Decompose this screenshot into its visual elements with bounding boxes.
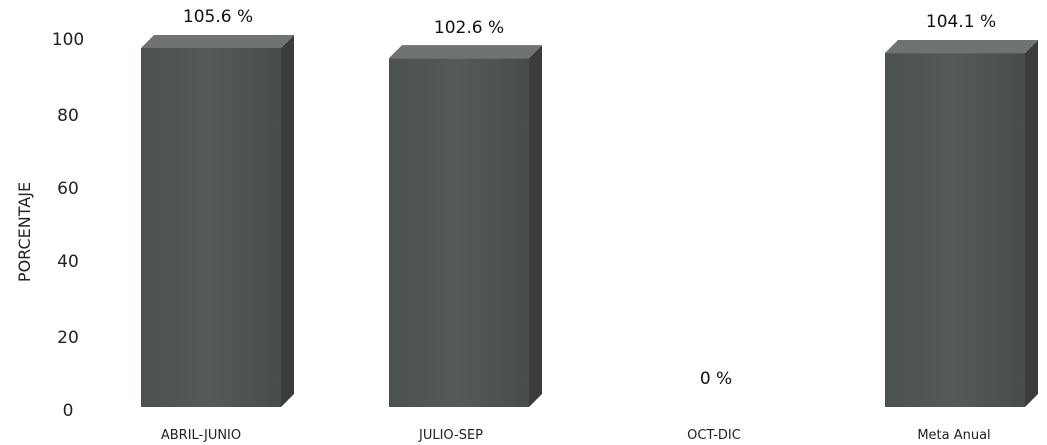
y-tick-label: 60 bbox=[57, 179, 79, 199]
bar-top bbox=[141, 34, 294, 48]
category-label: OCT-DIC bbox=[687, 428, 741, 443]
y-tick-label: 40 bbox=[57, 252, 79, 272]
bar-side bbox=[281, 34, 294, 408]
y-tick-label: 0 bbox=[63, 401, 74, 421]
bar-side bbox=[529, 45, 542, 407]
data-label: 104.1 % bbox=[926, 12, 996, 32]
y-axis-label: PORCENTAJE bbox=[15, 182, 34, 282]
bar bbox=[389, 58, 529, 407]
bar bbox=[885, 53, 1025, 408]
bar-top bbox=[885, 40, 1038, 54]
data-label: 102.6 % bbox=[434, 18, 504, 38]
bar-series bbox=[141, 34, 1038, 408]
category-label: Meta Anual bbox=[917, 428, 990, 443]
bar bbox=[141, 47, 281, 408]
y-tick-label: 80 bbox=[57, 106, 79, 126]
bar-top bbox=[389, 45, 542, 59]
data-label: 105.6 % bbox=[183, 7, 253, 27]
y-tick-label: 100 bbox=[52, 30, 84, 50]
y-tick-label: 20 bbox=[57, 328, 79, 348]
bar-side bbox=[1025, 40, 1038, 408]
category-label: ABRIL-JUNIO bbox=[161, 428, 241, 443]
category-label: JULIO-SEP bbox=[418, 428, 483, 443]
data-label: 0 % bbox=[700, 369, 732, 389]
